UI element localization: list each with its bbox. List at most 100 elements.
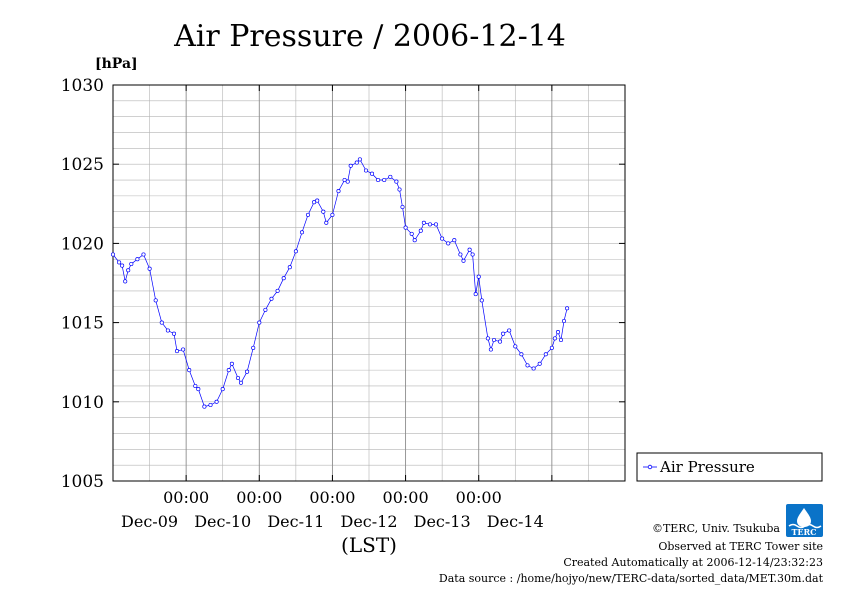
air-pressure-line <box>112 158 568 408</box>
air-pressure-point <box>561 318 567 324</box>
air-pressure-point <box>525 363 530 368</box>
footer-site: Observed at TERC Tower site <box>658 540 823 553</box>
air-pressure-point <box>537 361 542 366</box>
air-pressure-point <box>305 212 311 217</box>
x-axis-tick-labels: 00:00 00:00 00:00 00:00 00:00 Dec-09 Dec-10 Dec… <box>121 488 544 531</box>
x-tick-date-label: Dec-10 <box>194 512 251 531</box>
air-pressure-point <box>348 163 353 168</box>
air-pressure-point <box>363 168 369 173</box>
air-pressure-point <box>446 241 451 246</box>
air-pressure-series <box>110 157 570 409</box>
y-tick-label: 1025 <box>61 155 104 175</box>
air-pressure-point <box>315 198 320 203</box>
axis-ticks <box>113 84 625 482</box>
air-pressure-point <box>208 402 213 408</box>
x-tick-date-label: Dec-13 <box>414 512 471 531</box>
air-pressure-point <box>153 298 158 303</box>
air-pressure-point <box>345 179 350 184</box>
y-tick-label: 1010 <box>61 393 104 413</box>
plot-area-border <box>112 84 626 482</box>
air-pressure-point <box>427 222 433 227</box>
y-tick-label: 1020 <box>61 234 104 254</box>
air-pressure-point <box>269 296 274 301</box>
air-pressure-point <box>467 247 472 252</box>
air-pressure-point <box>565 306 570 311</box>
water-drop-icon <box>797 508 811 527</box>
x-tick-time-label: 00:00 <box>383 488 429 507</box>
air-pressure-point <box>452 238 457 243</box>
y-axis-unit-label: [hPa] <box>95 56 138 72</box>
x-tick-date-label: Dec-09 <box>121 512 178 531</box>
air-pressure-point <box>418 228 423 233</box>
air-pressure-point <box>433 222 439 227</box>
air-pressure-point <box>120 263 125 268</box>
air-pressure-point <box>470 252 475 257</box>
air-pressure-point <box>174 349 180 354</box>
air-pressure-point <box>275 288 280 293</box>
wave-icon <box>788 523 822 529</box>
chart-title: Air Pressure / 2006-12-14 <box>173 19 566 54</box>
x-tick-date-label: Dec-11 <box>267 512 324 531</box>
x-tick-time-label: 00:00 <box>163 488 209 507</box>
air-pressure-point <box>400 204 405 210</box>
air-pressure-point <box>193 383 198 389</box>
legend: Air Pressure <box>636 452 823 482</box>
air-pressure-point <box>165 328 170 333</box>
air-pressure-point <box>141 252 146 257</box>
footer-copyright: ©TERC, Univ. Tsukuba <box>652 522 780 535</box>
legend-label: Air Pressure <box>659 458 755 476</box>
y-tick-label: 1030 <box>61 76 104 96</box>
air-pressure-point <box>251 345 256 350</box>
air-pressure-point <box>293 249 298 254</box>
terc-logo: TERC <box>786 504 823 537</box>
air-pressure-point <box>485 336 490 341</box>
air-pressure-point <box>226 368 231 373</box>
air-pressure-point <box>129 261 134 267</box>
air-pressure-point <box>245 369 250 374</box>
air-pressure-point <box>552 336 557 341</box>
air-pressure-point <box>531 366 536 371</box>
air-pressure-point <box>357 157 362 162</box>
air-pressure-point <box>312 200 317 205</box>
air-pressure-point <box>330 212 335 217</box>
air-pressure-point <box>397 187 402 192</box>
air-pressure-point <box>110 252 116 257</box>
air-pressure-point <box>220 387 225 392</box>
air-pressure-point <box>409 231 414 236</box>
air-pressure-point <box>263 307 268 312</box>
air-pressure-point <box>497 339 503 344</box>
air-pressure-point <box>479 298 484 303</box>
air-pressure-point <box>376 177 381 183</box>
air-pressure-point <box>412 238 417 243</box>
air-pressure-point <box>555 330 561 335</box>
air-pressure-point <box>123 279 128 284</box>
air-pressure-point <box>476 274 481 279</box>
air-pressure-point <box>257 320 262 325</box>
air-pressure-point <box>196 387 201 392</box>
air-pressure-point <box>287 265 292 270</box>
y-tick-label: 1005 <box>61 472 104 492</box>
air-pressure-point <box>354 160 359 165</box>
footer-created: Created Automatically at 2006-12-14/23:3… <box>563 556 823 569</box>
grid-lines <box>113 85 625 481</box>
air-pressure-point <box>491 337 497 343</box>
air-pressure-point <box>394 179 399 184</box>
air-pressure-point <box>299 230 305 235</box>
x-tick-time-label: 00:00 <box>236 488 282 507</box>
air-pressure-point <box>549 345 554 350</box>
x-tick-time-label: 00:00 <box>309 488 355 507</box>
air-pressure-point <box>461 258 466 263</box>
air-pressure-point <box>117 260 122 265</box>
air-pressure-point <box>543 352 548 357</box>
air-pressure-point <box>126 268 131 273</box>
air-pressure-point <box>321 209 326 214</box>
air-pressure-point <box>507 328 512 333</box>
air-pressure-point <box>135 257 140 262</box>
air-pressure-point <box>519 352 524 357</box>
air-pressure-point <box>458 252 463 257</box>
air-pressure-point <box>382 177 387 183</box>
air-pressure-point <box>181 347 186 352</box>
legend-box <box>636 452 823 482</box>
footer-source: Data source : /home/hojyo/new/TERC-data/… <box>439 572 824 585</box>
